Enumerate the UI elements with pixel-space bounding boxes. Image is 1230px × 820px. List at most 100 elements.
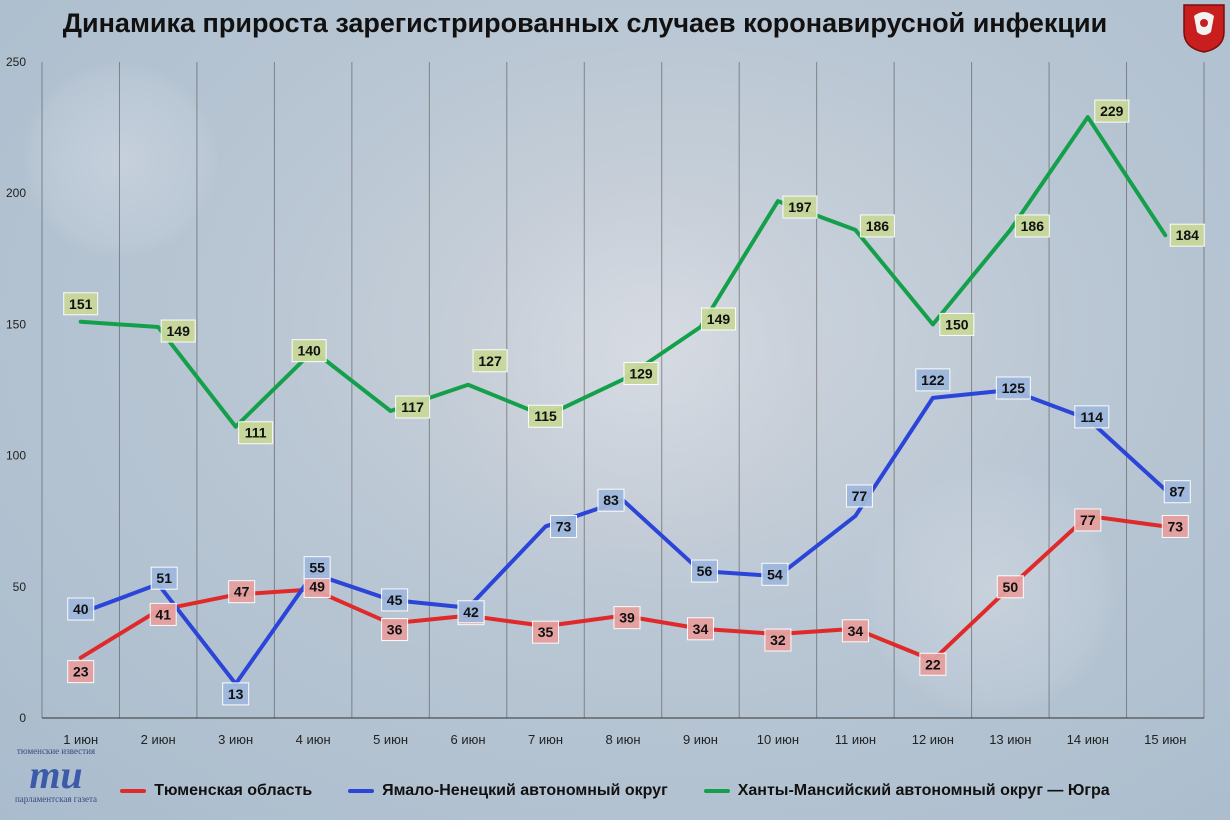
data-label-hmao: 184 [1169,223,1205,247]
data-label-hmao: 129 [623,362,659,386]
data-label-hmao: 140 [291,339,327,363]
data-label-text: 22 [925,656,941,672]
data-label-tyumen: 50 [996,575,1024,599]
data-label-text: 50 [1003,579,1019,595]
data-label-text: 73 [556,518,572,534]
x-tick-label: 4 июн [296,732,331,747]
data-label-box [690,559,718,583]
data-label-hmao: 149 [700,307,736,331]
data-label-tyumen: 23 [67,660,95,684]
data-label-text: 122 [921,372,945,388]
data-label-text: 54 [767,566,783,582]
logo-bottom-text: парламентская газета [14,794,98,804]
x-tick-label: 7 июн [528,732,563,747]
data-label-tyumen: 73 [1161,514,1189,538]
legend-item-tyumen: Тюменская область [120,782,312,800]
series-line-hmao [78,115,1168,429]
data-label-box [472,349,508,373]
data-label-box [457,600,485,624]
data-label-text: 55 [309,560,325,576]
data-label-box [915,368,951,392]
data-label-box [238,421,274,445]
data-label-box [381,618,409,642]
data-label-hmao: 117 [395,395,431,419]
data-label-box [859,214,895,238]
data-label-tyumen: 34 [841,619,869,643]
data-label-hmao: 127 [472,349,508,373]
data-label-text: 13 [228,686,244,702]
axis-layer: 0 50 100 150 200 250 1 июн 2 июн 3 июн 4 июн 5 июн… [6,55,1204,747]
data-label-hmao: 186 [859,214,895,238]
data-label-box [700,307,736,331]
chart-title: Динамика прироста зарегистрированных слу… [62,8,1108,38]
data-label-yamal: 42 [457,600,485,624]
chart-legend: Тюменская область Ямало-Ненецкий автоном… [0,782,1230,800]
data-label-hmao: 229 [1094,99,1130,123]
data-label-text: 114 [1081,409,1104,425]
data-label-tyumen: 22 [919,652,947,676]
data-label-text: 23 [73,664,89,680]
data-label-tyumen: 47 [228,580,256,604]
data-label-tyumen: 32 [764,628,792,652]
data-label-box [395,395,431,419]
data-label-text: 41 [155,606,171,622]
data-label-yamal: 54 [761,562,789,586]
data-label-hmao: 111 [238,421,274,445]
x-tick-label: 13 июн [989,732,1031,747]
data-label-box [845,484,873,508]
data-label-text: 47 [234,584,250,600]
background-virus-3 [860,460,1120,720]
newspaper-logo: тюменские известия тu парламентская газе… [8,746,104,804]
data-label-box [623,362,659,386]
y-tick-label: 100 [6,449,26,463]
data-label-text: 115 [534,408,557,424]
data-label-box [67,597,95,621]
data-label-text: 39 [619,610,635,626]
data-label-box [63,292,99,316]
data-label-yamal: 122 [915,368,951,392]
x-tick-label: 2 июн [141,732,176,747]
data-label-box [597,488,625,512]
data-label-box [1094,99,1130,123]
x-tick-label: 5 июн [373,732,408,747]
data-label-yamal: 87 [1163,480,1191,504]
data-label-box [1163,480,1191,504]
data-label-yamal: 45 [381,588,409,612]
grid-layer [41,62,1205,718]
data-label-hmao: 186 [1014,214,1050,238]
data-label-text: 34 [693,621,709,637]
data-label-text: 35 [538,624,554,640]
data-label-box [1169,223,1205,247]
data-label-box [761,562,789,586]
data-label-box [228,580,256,604]
data-label-tyumen: 35 [532,620,560,644]
data-label-box [841,619,869,643]
data-label-text: 149 [167,323,191,339]
data-label-text: 83 [603,492,619,508]
data-label-yamal: 114 [1074,405,1110,429]
data-label-text: 40 [73,601,89,617]
data-label-tyumen: 39 [613,606,641,630]
coat-of-arms-emblem [1183,4,1225,53]
data-label-tyumen: 34 [686,617,714,641]
data-label-box [996,575,1024,599]
data-label-box [919,652,947,676]
data-label-text: 229 [1100,103,1124,119]
x-tick-label: 9 июн [683,732,718,747]
data-label-text: 36 [387,622,403,638]
data-label-text: 129 [629,366,653,382]
legend-swatch-tyumen [120,789,147,793]
x-tick-label: 14 июн [1067,732,1109,747]
data-label-text: 34 [848,623,864,639]
data-label-yamal: 40 [67,597,95,621]
x-tick-label: 12 июн [912,732,954,747]
data-label-hmao: 115 [528,404,564,428]
data-label-yamal: 56 [690,559,718,583]
y-tick-label: 150 [6,317,26,331]
data-label-box [381,588,409,612]
data-label-yamal: 125 [995,376,1031,400]
legend-swatch-yamal [348,789,375,793]
x-tick-label: 8 июн [605,732,640,747]
data-label-yamal: 83 [597,488,625,512]
